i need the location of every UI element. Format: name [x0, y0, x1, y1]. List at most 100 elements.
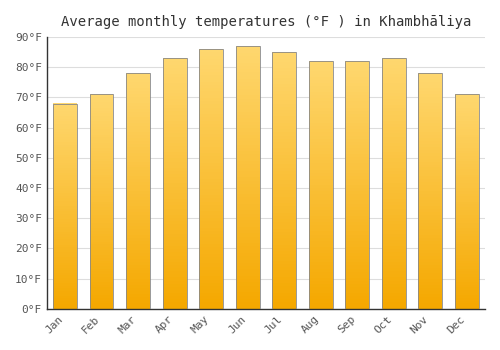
Bar	[126, 123, 150, 126]
Bar	[126, 88, 150, 91]
Bar	[126, 135, 150, 138]
Bar	[346, 157, 369, 160]
Bar	[163, 287, 186, 290]
Bar	[90, 274, 114, 276]
Bar	[418, 182, 442, 185]
Bar	[163, 190, 186, 193]
Bar	[309, 222, 332, 225]
Bar	[309, 228, 332, 231]
Bar	[236, 302, 260, 306]
Bar	[54, 247, 77, 250]
Bar	[90, 303, 114, 306]
Bar	[126, 259, 150, 262]
Bar	[346, 272, 369, 275]
Bar	[418, 74, 442, 309]
Bar	[126, 273, 150, 276]
Bar	[54, 291, 77, 293]
Bar	[90, 161, 114, 164]
Bar	[126, 167, 150, 170]
Bar	[455, 215, 478, 218]
Bar	[309, 244, 332, 247]
Bar	[90, 172, 114, 175]
Bar	[455, 196, 478, 199]
Bar	[418, 217, 442, 220]
Bar	[382, 77, 406, 80]
Bar	[309, 268, 332, 272]
Bar	[200, 120, 223, 124]
Bar	[346, 126, 369, 129]
Bar	[236, 132, 260, 135]
Bar	[90, 183, 114, 186]
Bar	[236, 171, 260, 174]
Bar	[418, 206, 442, 209]
Bar	[382, 243, 406, 246]
Bar	[236, 250, 260, 253]
Bar	[418, 73, 442, 76]
Bar	[90, 103, 114, 105]
Bar	[126, 238, 150, 241]
Bar	[346, 206, 369, 210]
Bar	[200, 270, 223, 273]
Bar	[418, 164, 442, 168]
Bar	[163, 199, 186, 202]
Bar	[200, 59, 223, 62]
Bar	[126, 162, 150, 164]
Bar	[126, 179, 150, 182]
Bar	[346, 61, 369, 309]
Bar	[200, 150, 223, 153]
Bar	[54, 232, 77, 235]
Bar	[272, 161, 296, 164]
Bar	[382, 127, 406, 130]
Bar	[163, 58, 186, 61]
Bar	[126, 262, 150, 265]
Bar	[455, 276, 478, 279]
Bar	[418, 209, 442, 212]
Bar	[236, 46, 260, 309]
Bar	[163, 230, 186, 233]
Bar	[90, 268, 114, 271]
Bar	[418, 273, 442, 276]
Bar	[346, 74, 369, 77]
Bar	[54, 224, 77, 227]
Bar	[309, 231, 332, 235]
Bar	[90, 290, 114, 293]
Bar	[382, 187, 406, 190]
Bar	[346, 228, 369, 231]
Bar	[346, 123, 369, 126]
Bar	[200, 75, 223, 78]
Bar	[309, 102, 332, 105]
Bar	[126, 279, 150, 282]
Bar	[272, 216, 296, 219]
Bar	[90, 129, 114, 132]
Bar	[236, 184, 260, 187]
Bar	[54, 252, 77, 255]
Bar	[346, 160, 369, 163]
Bar	[346, 108, 369, 111]
Bar	[200, 267, 223, 270]
Bar	[346, 281, 369, 284]
Bar	[90, 306, 114, 309]
Bar	[163, 93, 186, 96]
Bar	[346, 259, 369, 262]
Bar	[126, 159, 150, 162]
Bar	[200, 296, 223, 299]
Bar	[200, 140, 223, 143]
Bar	[309, 160, 332, 163]
Bar	[272, 270, 296, 273]
Bar	[455, 108, 478, 111]
Bar	[455, 263, 478, 266]
Bar	[346, 238, 369, 241]
Bar	[346, 151, 369, 154]
Bar	[418, 103, 442, 106]
Bar	[309, 148, 332, 151]
Bar	[382, 171, 406, 174]
Bar	[455, 236, 478, 239]
Bar	[382, 71, 406, 74]
Bar	[455, 172, 478, 175]
Bar	[309, 157, 332, 160]
Bar	[455, 153, 478, 156]
Bar	[309, 194, 332, 197]
Bar	[382, 290, 406, 293]
Bar	[126, 129, 150, 132]
Bar	[126, 306, 150, 309]
